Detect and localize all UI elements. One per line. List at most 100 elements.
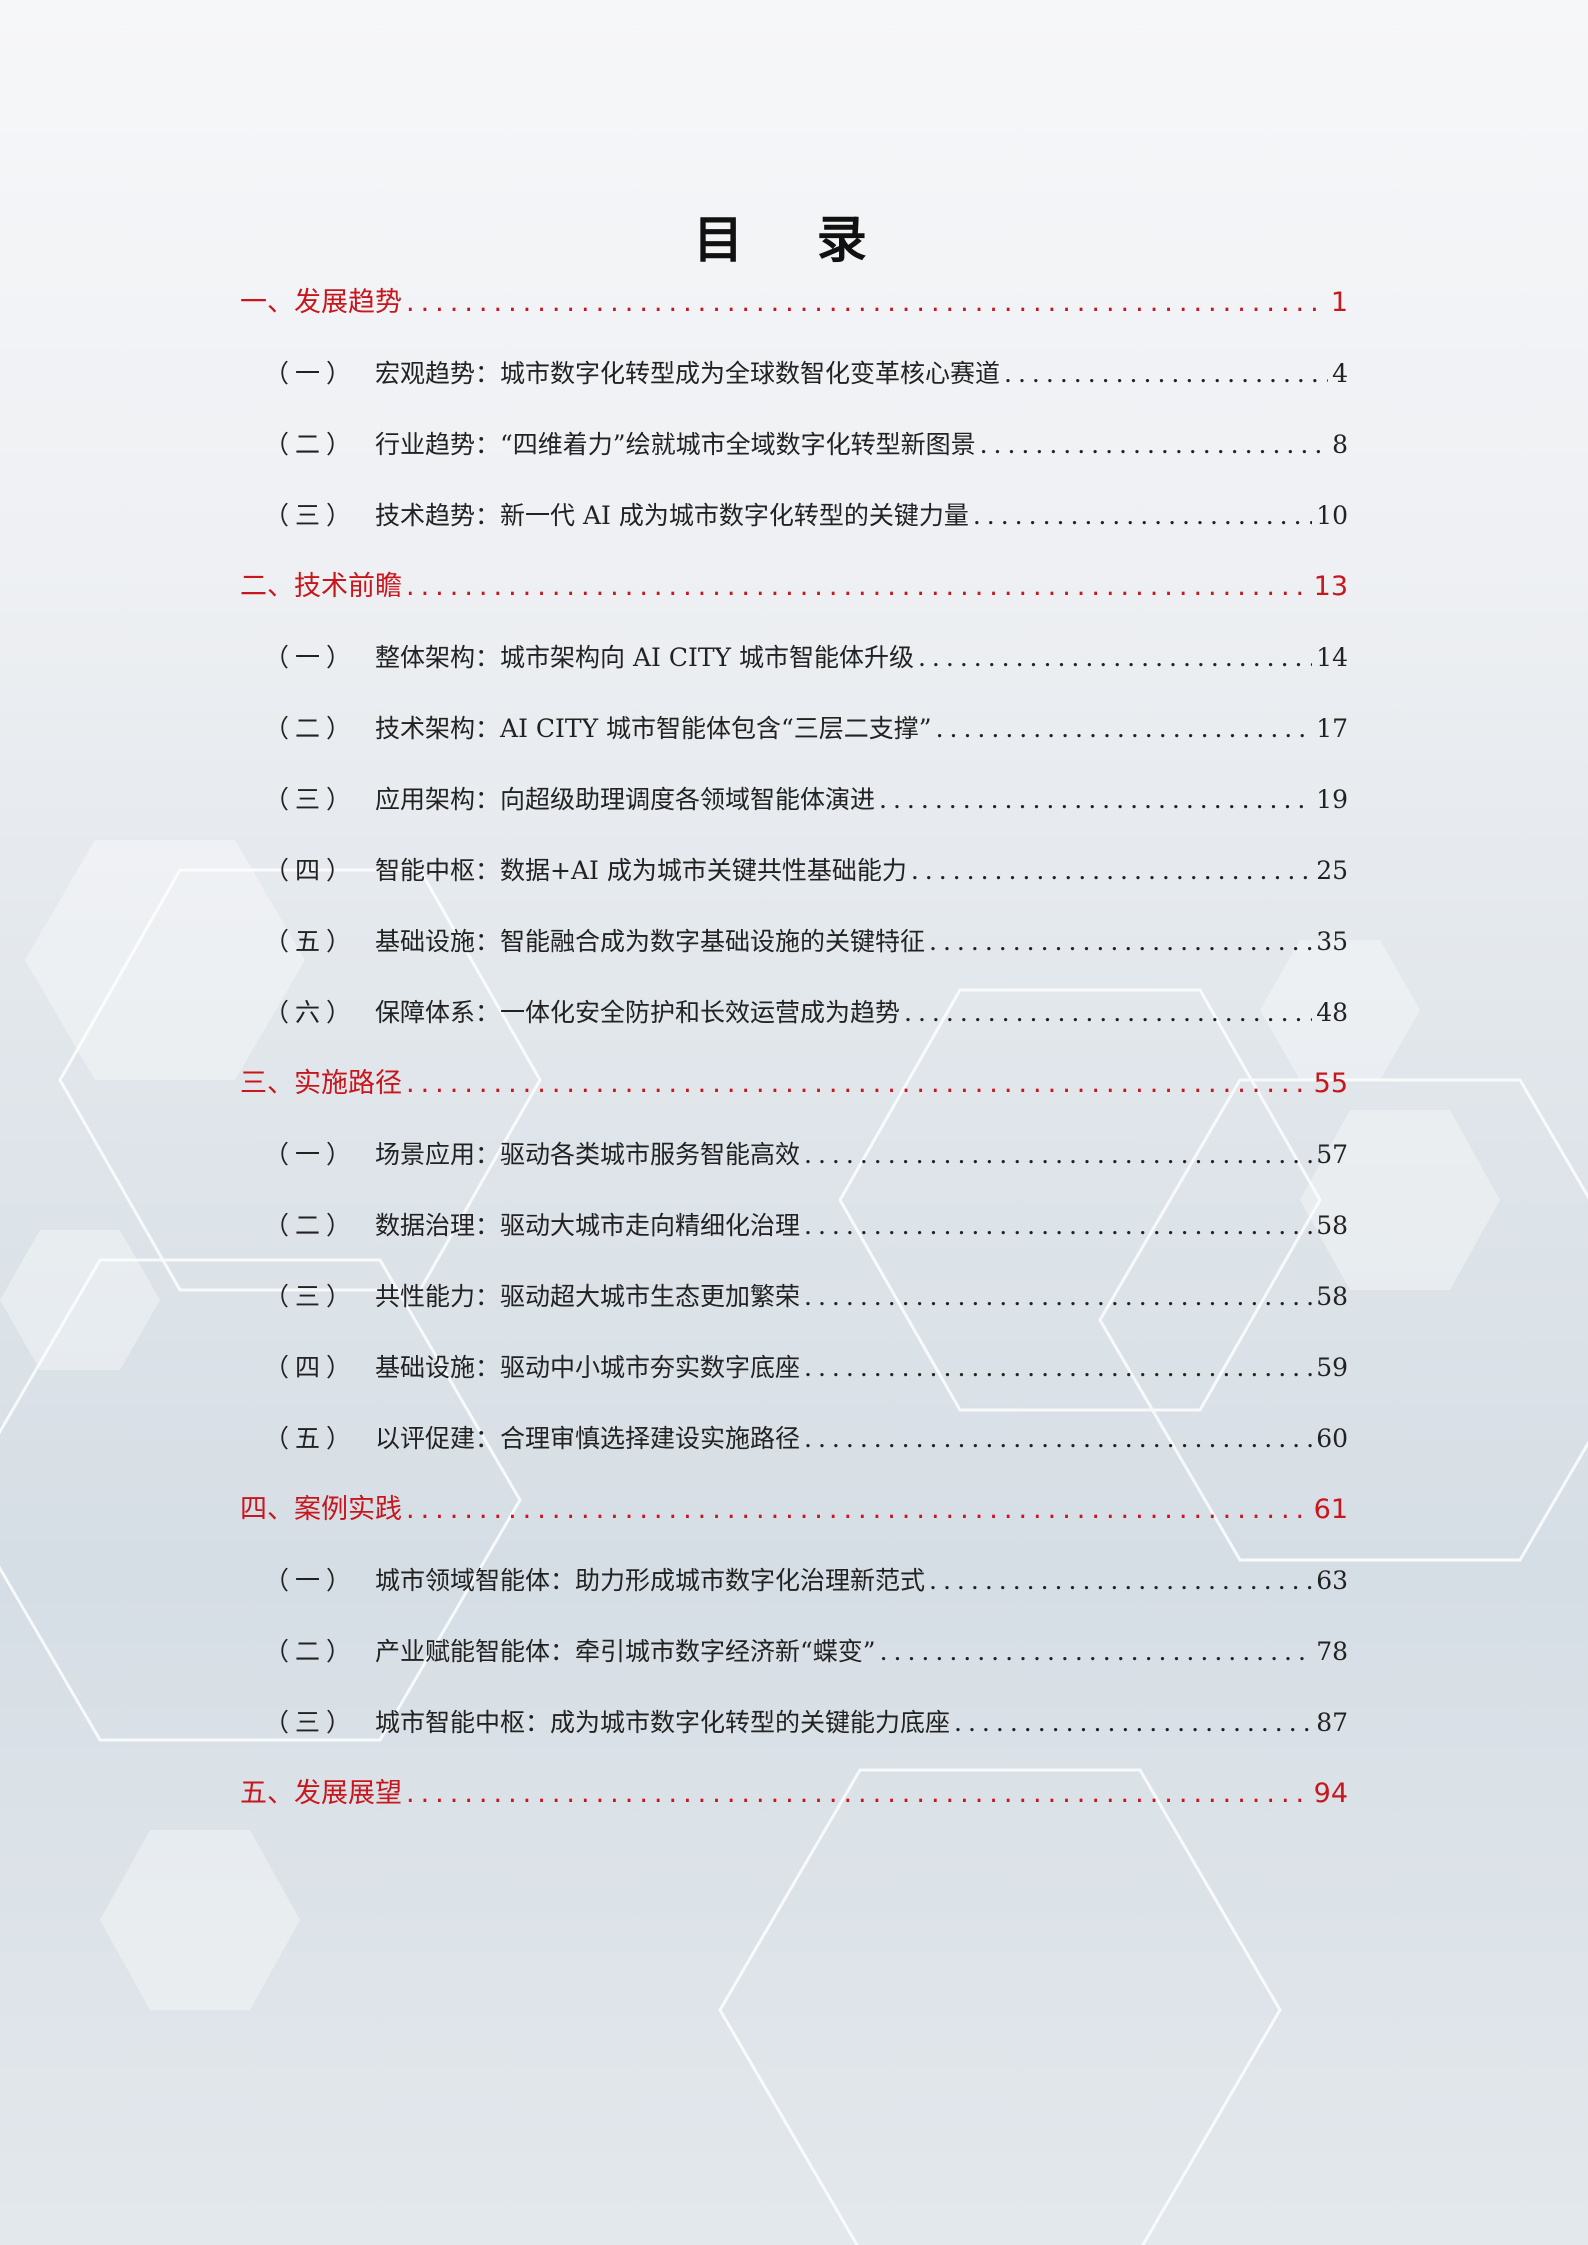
table-of-contents: 一、发展趋势 1 （一） 宏观趋势：城市数字化转型成为全球数智化变革核心赛道 4 （二） 行… (240, 270, 1348, 1832)
dot-leader (918, 625, 1312, 691)
entry-page-number: 48 (1316, 998, 1348, 1027)
entry-page-number: 63 (1316, 1566, 1348, 1595)
toc-subsection-entry[interactable]: （六） 保障体系：一体化安全防护和长效运营成为趋势 48 (240, 980, 1348, 1051)
dot-leader (1004, 341, 1328, 407)
entry-page-number: 55 (1313, 1068, 1348, 1099)
dot-leader (879, 767, 1312, 833)
toc-subsection-entry[interactable]: （二） 技术架构：AI CITY 城市智能体包含“三层二支撑” 17 (240, 696, 1348, 767)
dot-leader (929, 909, 1312, 975)
entry-label: 整体架构：城市架构向 AI CITY 城市智能体升级 (375, 643, 914, 672)
entry-prefix: （三） (264, 501, 358, 530)
entry-prefix: （二） (264, 430, 358, 459)
entry-label: 五、发展展望 (240, 1778, 402, 1809)
entry-prefix: （一） (264, 1566, 358, 1595)
entry-page-number: 59 (1316, 1353, 1348, 1382)
entry-label: 宏观趋势：城市数字化转型成为全球数智化变革核心赛道 (375, 359, 1001, 388)
entry-label: 保障体系：一体化安全防护和长效运营成为趋势 (375, 998, 901, 1027)
page-title: 目 录 (693, 211, 895, 269)
toc-subsection-entry[interactable]: （三） 技术趋势：新一代 AI 成为城市数字化转型的关键力量 10 (240, 483, 1348, 554)
entry-page-number: 58 (1316, 1211, 1348, 1240)
entry-label: 智能中枢：数据+AI 成为城市关键共性基础能力 (375, 856, 907, 885)
entry-label: 以评促建：合理审慎选择建设实施路径 (375, 1424, 801, 1453)
entry-prefix: （四） (264, 1353, 358, 1382)
dot-leader (804, 1122, 1312, 1188)
entry-page-number: 17 (1316, 714, 1348, 743)
entry-prefix: （一） (264, 1140, 358, 1169)
entry-prefix: （三） (264, 1282, 358, 1311)
dot-leader (880, 1619, 1313, 1685)
dot-leader (929, 1548, 1312, 1614)
toc-subsection-entry[interactable]: （三） 应用架构：向超级助理调度各领域智能体演进 19 (240, 767, 1348, 838)
entry-page-number: 8 (1332, 430, 1348, 459)
entry-page-number: 25 (1316, 856, 1348, 885)
entry-page-number: 58 (1316, 1282, 1348, 1311)
entry-page-number: 60 (1316, 1424, 1348, 1453)
dot-leader (973, 483, 1312, 549)
toc-subsection-entry[interactable]: （二） 行业趋势：“四维着力”绘就城市全域数字化转型新图景 8 (240, 412, 1348, 483)
toc-section-entry[interactable]: 三、实施路径 55 (240, 1051, 1348, 1122)
dot-leader (804, 1264, 1312, 1330)
toc-subsection-entry[interactable]: （一） 场景应用：驱动各类城市服务智能高效 57 (240, 1122, 1348, 1193)
entry-label: 城市智能中枢：成为城市数字化转型的关键能力底座 (375, 1708, 951, 1737)
toc-subsection-entry[interactable]: （五） 以评促建：合理审慎选择建设实施路径 60 (240, 1406, 1348, 1477)
entry-prefix: （二） (264, 1637, 358, 1666)
dot-leader (406, 270, 1327, 336)
entry-label: 四、案例实践 (240, 1494, 402, 1525)
entry-prefix: （一） (264, 643, 358, 672)
entry-page-number: 1 (1330, 287, 1348, 318)
toc-subsection-entry[interactable]: （四） 基础设施：驱动中小城市夯实数字底座 59 (240, 1335, 1348, 1406)
toc-subsection-entry[interactable]: （一） 城市领域智能体：助力形成城市数字化治理新范式 63 (240, 1548, 1348, 1619)
toc-subsection-entry[interactable]: （二） 数据治理：驱动大城市走向精细化治理 58 (240, 1193, 1348, 1264)
entry-label: 共性能力：驱动超大城市生态更加繁荣 (375, 1282, 801, 1311)
entry-prefix: （五） (264, 1424, 358, 1453)
entry-label: 行业趋势：“四维着力”绘就城市全域数字化转型新图景 (375, 430, 976, 459)
dot-leader (904, 980, 1312, 1046)
dot-leader (406, 1051, 1310, 1117)
entry-label: 技术架构：AI CITY 城市智能体包含“三层二支撑” (375, 714, 932, 743)
entry-label: 城市领域智能体：助力形成城市数字化治理新范式 (375, 1566, 926, 1595)
entry-page-number: 87 (1316, 1708, 1348, 1737)
entry-page-number: 19 (1316, 785, 1348, 814)
entry-label: 应用架构：向超级助理调度各领域智能体演进 (375, 785, 876, 814)
dot-leader (954, 1690, 1312, 1756)
entry-label: 技术趋势：新一代 AI 成为城市数字化转型的关键力量 (375, 501, 969, 530)
toc-section-entry[interactable]: 四、案例实践 61 (240, 1477, 1348, 1548)
entry-page-number: 78 (1316, 1637, 1348, 1666)
entry-page-number: 4 (1332, 359, 1348, 388)
entry-prefix: （六） (264, 998, 358, 1027)
entry-prefix: （四） (264, 856, 358, 885)
entry-page-number: 57 (1316, 1140, 1348, 1169)
toc-subsection-entry[interactable]: （三） 城市智能中枢：成为城市数字化转型的关键能力底座 87 (240, 1690, 1348, 1761)
entry-page-number: 14 (1316, 643, 1348, 672)
dot-leader (406, 1477, 1310, 1543)
toc-section-entry[interactable]: 二、技术前瞻 13 (240, 554, 1348, 625)
entry-prefix: （三） (264, 785, 358, 814)
entry-prefix: （三） (264, 1708, 358, 1737)
entry-page-number: 94 (1313, 1778, 1348, 1809)
entry-prefix: （一） (264, 359, 358, 388)
toc-subsection-entry[interactable]: （五） 基础设施：智能融合成为数字基础设施的关键特征 35 (240, 909, 1348, 980)
entry-prefix: （二） (264, 1211, 358, 1240)
dot-leader (980, 412, 1329, 478)
entry-label: 基础设施：智能融合成为数字基础设施的关键特征 (375, 927, 926, 956)
toc-section-entry[interactable]: 五、发展展望 94 (240, 1761, 1348, 1832)
toc-section-entry[interactable]: 一、发展趋势 1 (240, 270, 1348, 341)
dot-leader (804, 1406, 1312, 1472)
dot-leader (406, 554, 1310, 620)
toc-subsection-entry[interactable]: （一） 宏观趋势：城市数字化转型成为全球数智化变革核心赛道 4 (240, 341, 1348, 412)
dot-leader (911, 838, 1312, 904)
dot-leader (406, 1761, 1310, 1827)
toc-subsection-entry[interactable]: （四） 智能中枢：数据+AI 成为城市关键共性基础能力 25 (240, 838, 1348, 909)
entry-label: 场景应用：驱动各类城市服务智能高效 (375, 1140, 801, 1169)
toc-subsection-entry[interactable]: （三） 共性能力：驱动超大城市生态更加繁荣 58 (240, 1264, 1348, 1335)
toc-subsection-entry[interactable]: （一） 整体架构：城市架构向 AI CITY 城市智能体升级 14 (240, 625, 1348, 696)
entry-label: 基础设施：驱动中小城市夯实数字底座 (375, 1353, 801, 1382)
dot-leader (936, 696, 1313, 762)
entry-label: 产业赋能智能体：牵引城市数字经济新“蝶变” (375, 1637, 876, 1666)
dot-leader (804, 1193, 1312, 1259)
toc-subsection-entry[interactable]: （二） 产业赋能智能体：牵引城市数字经济新“蝶变” 78 (240, 1619, 1348, 1690)
entry-prefix: （二） (264, 714, 358, 743)
dot-leader (804, 1335, 1312, 1401)
entry-page-number: 10 (1316, 501, 1348, 530)
